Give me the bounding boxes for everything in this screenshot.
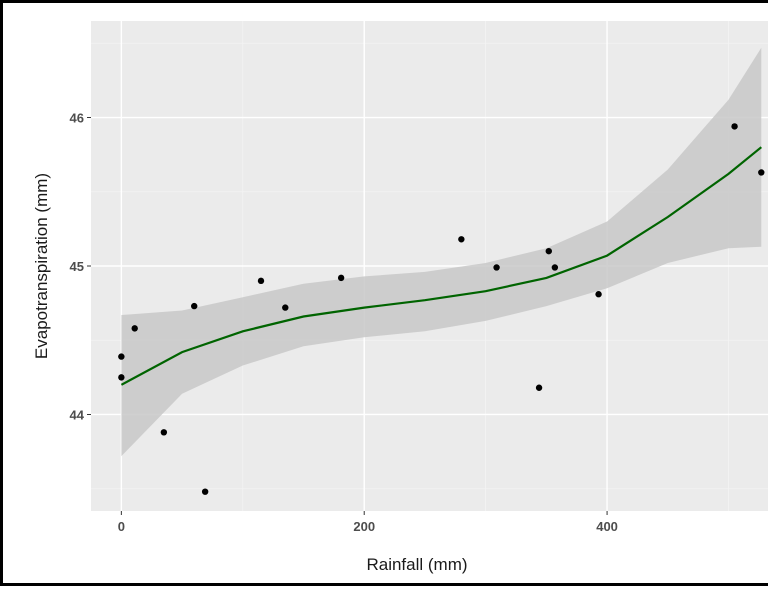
confidence-band <box>121 47 762 457</box>
y-tick-label: 45 <box>70 259 84 274</box>
scatter-chart: 0 200 400 44 45 46 Rainfall (mm) Evapotranspi… <box>32 21 768 574</box>
x-axis-title: Rainfall (mm) <box>366 555 467 574</box>
data-point <box>493 264 500 271</box>
y-tick-label: 44 <box>70 407 85 422</box>
data-point <box>201 488 209 495</box>
data-point <box>118 374 125 381</box>
y-axis-title: Evapotranspiration (mm) <box>32 173 51 359</box>
data-point <box>191 302 198 310</box>
axis-ticks: 0 200 400 44 45 46 <box>70 111 618 534</box>
data-point <box>337 274 345 282</box>
data-point <box>535 384 543 391</box>
smooth-line <box>120 146 762 386</box>
data-point <box>131 325 138 332</box>
data-point <box>160 429 168 436</box>
data-point <box>551 264 559 271</box>
data-point <box>595 291 602 298</box>
data-point <box>731 123 738 130</box>
x-tick-label: 400 <box>596 519 618 534</box>
data-point <box>545 247 552 255</box>
data-points <box>118 123 765 495</box>
y-tick-label: 46 <box>70 111 84 126</box>
data-point <box>118 353 125 360</box>
x-tick-label: 0 <box>118 519 125 534</box>
data-point <box>257 277 265 285</box>
data-point <box>458 236 465 243</box>
x-tick-label: 200 <box>353 519 375 534</box>
data-point <box>282 304 289 311</box>
data-point <box>758 169 765 176</box>
